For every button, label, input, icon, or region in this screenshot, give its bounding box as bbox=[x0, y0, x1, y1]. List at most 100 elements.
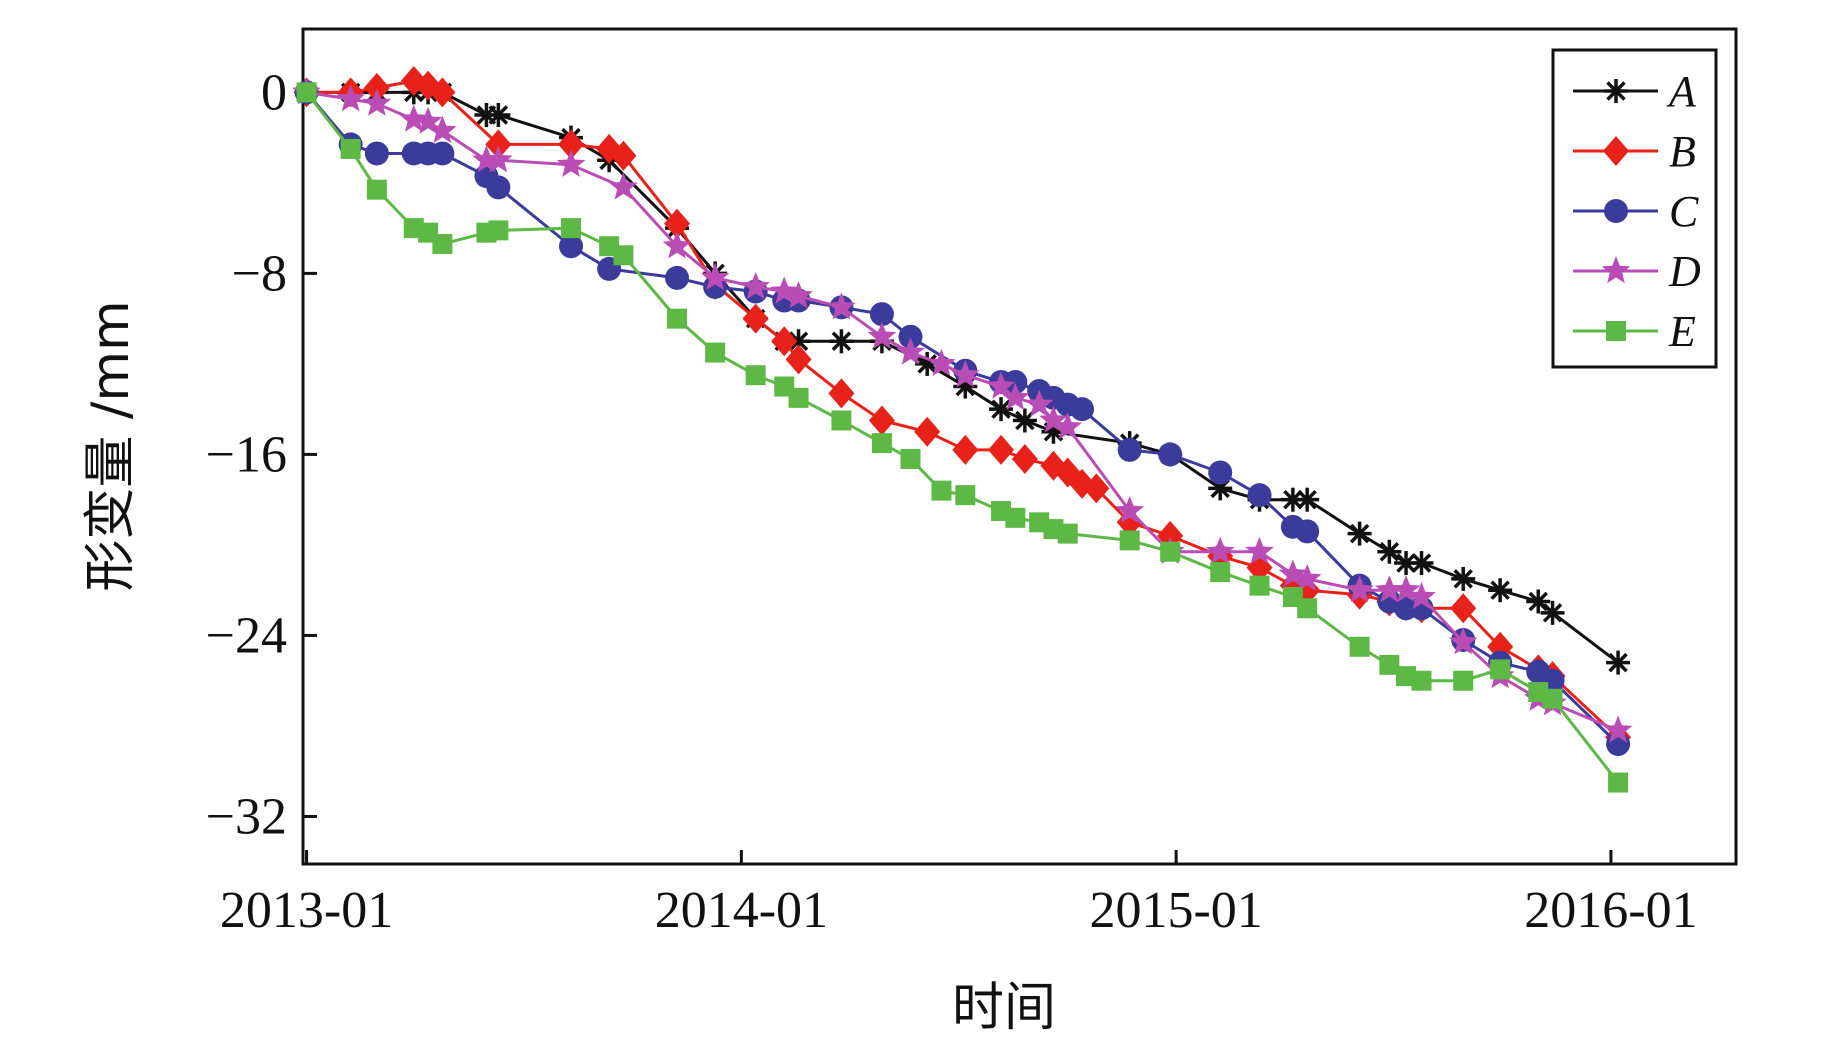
point-marker bbox=[1158, 442, 1183, 467]
legend-item-a: A bbox=[1573, 67, 1697, 116]
point-marker bbox=[900, 448, 921, 469]
legend-label: A bbox=[1666, 67, 1697, 116]
point-marker bbox=[829, 329, 854, 354]
point-marker bbox=[1249, 575, 1270, 596]
point-marker bbox=[784, 281, 813, 309]
point-marker bbox=[1057, 523, 1078, 544]
point-marker bbox=[1347, 521, 1372, 546]
point-marker bbox=[986, 371, 1016, 399]
point-marker bbox=[413, 106, 443, 134]
point-marker bbox=[609, 172, 638, 200]
point-marker bbox=[665, 265, 690, 290]
point-marker bbox=[430, 141, 455, 166]
point-marker bbox=[1540, 600, 1565, 625]
point-marker bbox=[1005, 507, 1026, 528]
point-marker bbox=[488, 220, 509, 241]
axis-ticks: 0 −8 −16 −24 −32 2013-01 2014-01 2015-01 2016-01 bbox=[206, 64, 1698, 939]
legend-label: B bbox=[1669, 127, 1696, 176]
point-marker bbox=[1608, 772, 1629, 793]
point-marker bbox=[988, 434, 1015, 465]
point-marker bbox=[745, 365, 766, 386]
point-marker bbox=[742, 303, 769, 334]
point-marker bbox=[1391, 575, 1421, 603]
legend-label: E bbox=[1668, 307, 1696, 356]
point-marker bbox=[1083, 473, 1110, 504]
point-marker bbox=[788, 387, 809, 408]
legend-item-b: B bbox=[1573, 127, 1696, 176]
point-marker bbox=[1116, 507, 1143, 538]
point-marker bbox=[559, 234, 584, 259]
point-marker bbox=[1490, 659, 1511, 680]
x-axis-title: 时间 bbox=[952, 978, 1056, 1038]
point-marker bbox=[1601, 256, 1631, 284]
point-marker bbox=[1375, 575, 1404, 603]
point-marker bbox=[1297, 598, 1318, 619]
legend-label: D bbox=[1668, 247, 1701, 296]
point-marker bbox=[868, 405, 895, 436]
point-marker bbox=[700, 262, 730, 291]
point-marker bbox=[1411, 670, 1432, 691]
point-marker bbox=[896, 337, 925, 365]
point-marker bbox=[340, 138, 361, 159]
y-axis-title: 形变量 /mm bbox=[81, 300, 141, 591]
point-marker bbox=[1053, 412, 1082, 440]
point-marker bbox=[927, 348, 956, 376]
y-tick-label: −24 bbox=[206, 607, 287, 664]
point-marker bbox=[871, 433, 892, 454]
point-marker bbox=[1115, 496, 1144, 524]
y-tick-label: −8 bbox=[232, 245, 287, 302]
point-marker bbox=[1024, 389, 1054, 417]
point-marker bbox=[1396, 666, 1417, 687]
plot-frame bbox=[301, 27, 1738, 866]
series-e bbox=[296, 82, 1629, 793]
point-marker bbox=[556, 149, 586, 177]
point-marker bbox=[1379, 654, 1400, 675]
y-tick-label: 0 bbox=[261, 64, 287, 121]
point-marker bbox=[1453, 670, 1474, 691]
point-marker bbox=[1603, 136, 1629, 166]
point-marker bbox=[867, 321, 897, 349]
point-marker bbox=[1247, 483, 1272, 508]
point-marker bbox=[914, 416, 941, 447]
point-marker bbox=[770, 276, 799, 304]
point-marker bbox=[741, 272, 770, 300]
point-marker bbox=[1604, 79, 1628, 103]
point-marker bbox=[1245, 536, 1274, 564]
point-marker bbox=[1526, 589, 1551, 614]
x-tick-label: 2013-01 bbox=[220, 882, 393, 939]
point-marker bbox=[486, 102, 511, 127]
point-marker bbox=[484, 145, 513, 173]
point-marker bbox=[827, 292, 856, 320]
point-marker bbox=[1377, 539, 1402, 564]
point-marker bbox=[785, 344, 812, 375]
legend-label: C bbox=[1669, 187, 1699, 236]
point-marker bbox=[1208, 460, 1233, 485]
point-marker bbox=[1407, 582, 1436, 610]
point-marker bbox=[1604, 199, 1628, 223]
point-marker bbox=[485, 129, 512, 160]
point-marker bbox=[1488, 578, 1513, 603]
point-marker bbox=[336, 84, 365, 112]
point-marker bbox=[771, 326, 798, 357]
point-marker bbox=[955, 485, 976, 506]
series-layer bbox=[292, 66, 1633, 793]
point-marker bbox=[486, 175, 511, 200]
point-marker bbox=[428, 115, 457, 143]
point-marker bbox=[1349, 636, 1370, 657]
point-marker bbox=[1606, 650, 1631, 675]
point-marker bbox=[951, 360, 980, 388]
point-marker bbox=[399, 104, 428, 132]
point-marker bbox=[1542, 688, 1563, 709]
point-marker bbox=[366, 179, 387, 200]
point-marker bbox=[1003, 370, 1028, 395]
point-marker bbox=[1205, 536, 1235, 564]
point-marker bbox=[1451, 566, 1476, 591]
point-marker bbox=[296, 82, 317, 103]
point-marker bbox=[1011, 443, 1038, 474]
point-marker bbox=[364, 141, 389, 166]
point-marker bbox=[1345, 575, 1374, 603]
legend-item-e: E bbox=[1573, 307, 1696, 356]
x-tick-label: 2014-01 bbox=[655, 882, 828, 939]
